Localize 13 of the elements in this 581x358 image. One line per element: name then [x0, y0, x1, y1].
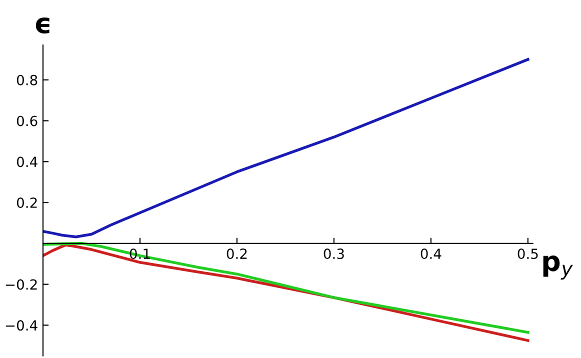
x-tick-label: 0.3 — [324, 248, 344, 260]
line-series — [42, 58, 530, 238]
y-tick-label: −0.2 — [6, 279, 37, 290]
y-axis-title: ϵ — [36, 18, 50, 34]
y-tick-label: 0.4 — [16, 156, 38, 168]
x-tick-label: 0.4 — [420, 248, 442, 260]
y-tick-label: 0.2 — [16, 197, 37, 208]
y-tick-label: 0.8 — [16, 74, 38, 86]
y-tick-label: 0.6 — [16, 116, 38, 126]
x-tick-label: 0.2 — [226, 248, 247, 260]
y-tick-label: −0.4 — [6, 320, 38, 331]
x-tick-label: 0.5 — [518, 248, 538, 260]
x-axis-title: p$_{y}$ — [543, 255, 573, 280]
